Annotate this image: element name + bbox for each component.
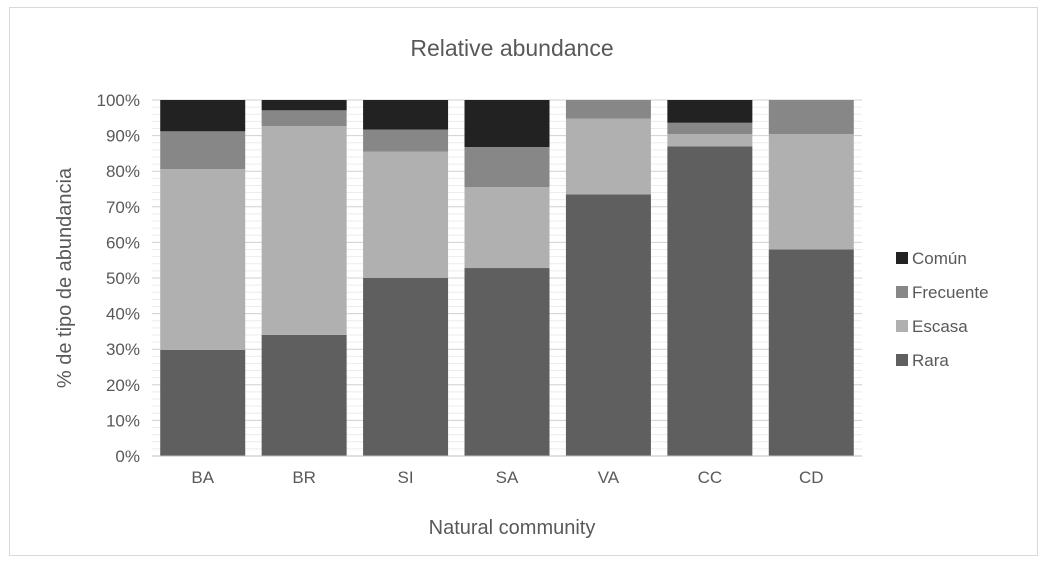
bar-va-rara <box>565 194 651 456</box>
legend-label: Rara <box>912 351 949 370</box>
bar-va-escasa <box>565 118 651 195</box>
x-tick-label: BR <box>292 468 316 487</box>
chart-title: Relative abundance <box>410 35 613 61</box>
bar-cc-frecuente <box>667 122 753 135</box>
y-tick-label: 0% <box>115 447 140 466</box>
x-axis-label: Natural community <box>429 517 596 539</box>
legend-label: Común <box>912 249 967 268</box>
bars <box>160 100 854 456</box>
legend-swatch <box>896 354 908 366</box>
legend-swatch <box>896 286 908 298</box>
legend-label: Escasa <box>912 317 968 336</box>
bar-br-comun <box>261 100 347 111</box>
bar-si-escasa <box>363 151 449 278</box>
y-axis-label: % de tipo de abundancia <box>54 167 76 388</box>
legend: Común Frecuente Escasa Rara <box>896 249 989 370</box>
bar-sa-comun <box>464 100 550 147</box>
y-tick-label: 80% <box>106 162 140 181</box>
axes: 0% 10% 20% 30% 40% 50% 60% 70% 80% 90% 100% BA BR SI S… <box>97 91 862 487</box>
bar-br-escasa <box>261 125 347 335</box>
x-tick-label: SA <box>496 468 519 487</box>
bar-br-frecuente <box>261 110 347 126</box>
y-tick-label: 50% <box>106 269 140 288</box>
bar-sa-frecuente <box>464 146 550 188</box>
bar-si-frecuente <box>363 129 449 152</box>
y-tick-label: 20% <box>106 376 140 395</box>
bar-va-frecuente <box>565 100 651 119</box>
x-tick-label: VA <box>598 468 620 487</box>
y-tick-label: 100% <box>97 91 140 110</box>
bar-ba-escasa <box>160 169 246 350</box>
bar-cd-frecuente <box>768 100 854 135</box>
x-tick-label: SI <box>398 468 414 487</box>
bar-si-rara <box>363 278 449 456</box>
bar-cd-escasa <box>768 134 854 250</box>
x-tick-label: CC <box>698 468 723 487</box>
y-tick-label: 60% <box>106 233 140 252</box>
legend-label: Frecuente <box>912 283 989 302</box>
bar-sa-rara <box>464 268 550 456</box>
x-tick-label: BA <box>191 468 214 487</box>
y-tick-label: 70% <box>106 198 140 217</box>
y-tick-label: 40% <box>106 305 140 324</box>
bar-ba-frecuente <box>160 131 246 170</box>
bar-ba-rara <box>160 349 246 456</box>
bar-br-rara <box>261 334 347 456</box>
bar-sa-escasa <box>464 187 550 269</box>
bar-cc-escasa <box>667 134 753 147</box>
bar-ba-comun <box>160 100 246 132</box>
bar-cc-rara <box>667 146 753 456</box>
x-tick-label: CD <box>799 468 824 487</box>
bar-cd-rara <box>768 249 854 456</box>
legend-swatch <box>896 252 908 264</box>
bar-si-comun <box>363 100 449 130</box>
y-tick-label: 90% <box>106 127 140 146</box>
legend-swatch <box>896 320 908 332</box>
y-tick-label: 30% <box>106 340 140 359</box>
bar-cc-comun <box>667 100 753 123</box>
y-tick-label: 10% <box>106 411 140 430</box>
